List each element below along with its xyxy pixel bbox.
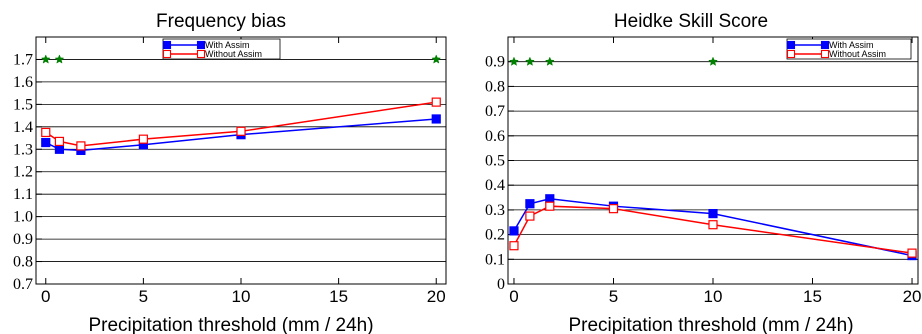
y-tick-label: 1.3 — [13, 141, 33, 158]
chart-title: Heidke Skill Score — [614, 11, 768, 32]
x-tick-label: 5 — [139, 287, 148, 306]
y-tick-label: 0.1 — [485, 251, 505, 268]
x-tick-label: 20 — [427, 287, 446, 306]
data-point — [525, 199, 535, 209]
y-tick-label: 1.4 — [13, 119, 33, 136]
data-point — [41, 127, 51, 138]
star-marker — [509, 56, 519, 66]
star-marker — [524, 56, 535, 66]
data-point — [54, 136, 65, 147]
x-tick-label: 10 — [704, 287, 723, 306]
data-point — [545, 194, 555, 204]
data-point — [525, 211, 535, 221]
y-tick-label: 1.7 — [13, 51, 33, 68]
legend-marker — [820, 40, 830, 50]
legend-marker — [162, 49, 172, 59]
y-tick-label: 1.5 — [13, 96, 33, 113]
legend-marker — [820, 49, 830, 59]
legend-entry: Without Assim — [205, 49, 262, 59]
data-point — [708, 220, 718, 230]
data-point — [76, 141, 86, 151]
x-tick-label: 20 — [903, 287, 922, 306]
data-point — [545, 201, 555, 211]
y-tick-label: 0.9 — [13, 231, 33, 248]
y-tick-label: 1.6 — [13, 74, 33, 91]
star-marker — [54, 54, 65, 64]
x-tick-label: 5 — [609, 287, 618, 306]
data-point — [509, 241, 519, 251]
y-tick-label: 0.7 — [485, 103, 505, 120]
x-axis-label: Precipitation threshold (mm / 24h) — [568, 315, 853, 334]
series-line-without-assim — [513, 205, 913, 254]
data-point — [708, 209, 718, 219]
data-point — [608, 204, 619, 214]
y-tick-label: 0 — [497, 276, 505, 293]
x-axis-label: Precipitation threshold (mm / 24h) — [88, 315, 373, 334]
y-tick-label: 0.5 — [485, 153, 505, 170]
legend-entry: With Assim — [205, 40, 250, 50]
y-tick-label: 0.8 — [13, 254, 33, 271]
y-tick-label: 1.0 — [13, 209, 33, 226]
star-marker — [431, 54, 442, 64]
data-point — [907, 248, 917, 258]
y-tick-label: 1.2 — [13, 164, 33, 181]
legend-marker — [786, 40, 796, 50]
star-marker — [40, 54, 51, 64]
x-tick-label: 15 — [803, 287, 822, 306]
star-marker — [708, 56, 718, 66]
legend-marker — [196, 49, 206, 59]
x-tick-label: 10 — [232, 287, 251, 306]
y-tick-label: 1.1 — [13, 186, 33, 203]
data-point — [138, 134, 148, 144]
x-tick-label: 0 — [41, 287, 50, 306]
legend-marker — [786, 49, 796, 59]
x-tick-label: 15 — [329, 287, 348, 306]
data-point — [431, 97, 441, 107]
legend-entry: With Assim — [829, 40, 874, 50]
y-tick-label: 0.3 — [485, 202, 505, 219]
y-tick-label: 0.7 — [13, 276, 33, 293]
data-point — [236, 126, 246, 136]
legend-marker — [196, 40, 206, 50]
y-tick-label: 0.2 — [485, 227, 505, 244]
data-point — [431, 114, 441, 124]
x-tick-label: 0 — [509, 287, 518, 306]
y-tick-label: 0.6 — [485, 128, 505, 145]
y-tick-label: 0.4 — [485, 177, 505, 194]
chart-title: Frequency bias — [156, 11, 286, 32]
legend-marker — [162, 40, 172, 50]
data-point — [41, 137, 51, 148]
data-point — [509, 226, 519, 236]
y-tick-label: 0.9 — [485, 54, 505, 71]
y-tick-label: 0.8 — [485, 78, 505, 95]
legend-entry: Without Assim — [829, 49, 886, 59]
star-marker — [544, 56, 555, 66]
